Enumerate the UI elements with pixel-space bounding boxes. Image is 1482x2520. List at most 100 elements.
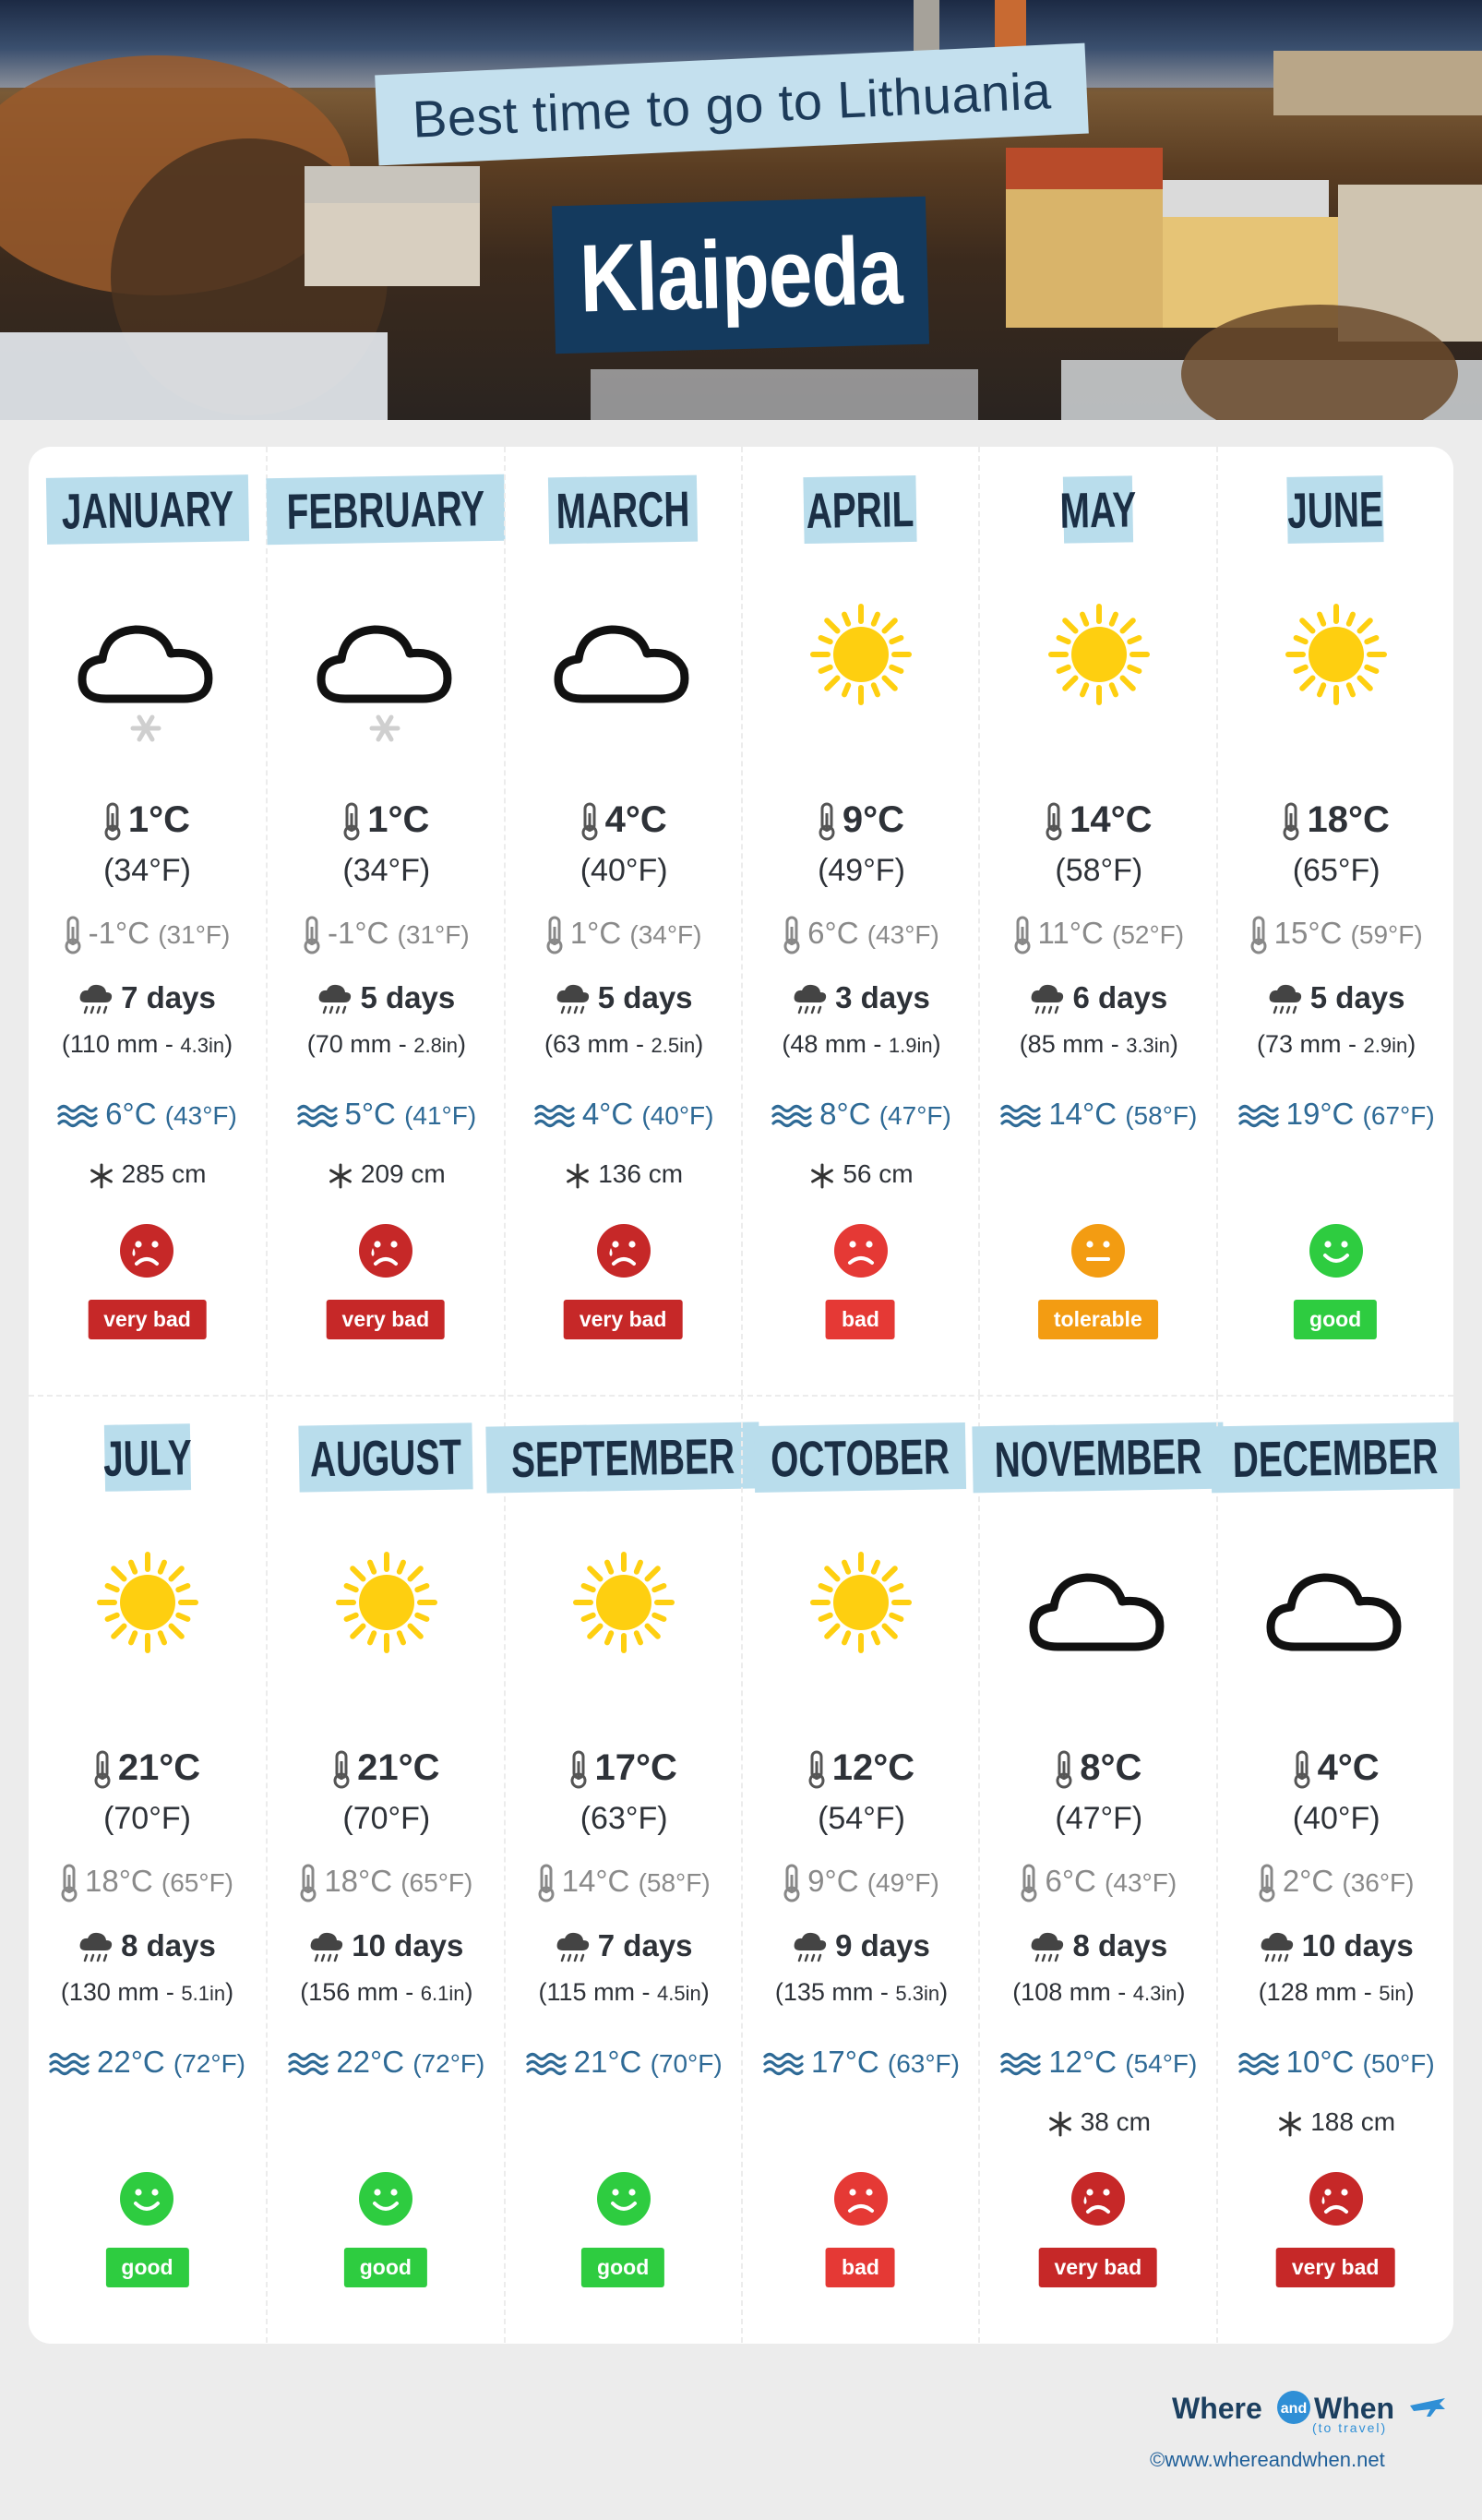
sea-waves-icon: [1000, 2053, 1041, 2076]
rain-days: 10 days: [268, 1928, 505, 1963]
cloud-icon: [1029, 1573, 1165, 1651]
sea-temperature: 21°C (70°F): [506, 2045, 743, 2080]
crying-face-icon: [1071, 2172, 1126, 2226]
thermometer-icon: [581, 802, 598, 841]
rain-days: 8 days: [980, 1928, 1217, 1963]
sea-temperature: 5°C (41°F): [268, 1097, 505, 1132]
rainfall-amount: (48 mm - 1.9in): [782, 1030, 941, 1058]
page-title: Klaipeda: [578, 216, 903, 333]
sea-temperature: 10°C (50°F): [1218, 2045, 1455, 2080]
snowflake-icon: [1048, 2111, 1071, 2137]
thermometer-icon: [819, 802, 835, 841]
rain-cloud-icon: [556, 985, 589, 1014]
where-and-when-logo: Where and When: [1172, 2391, 1445, 2425]
sea-waves-icon: [771, 1105, 812, 1128]
rating-face: [359, 1224, 413, 1278]
rain-cloud-icon: [310, 1933, 343, 1962]
max-temperature-f: (63°F): [580, 1801, 668, 1836]
rainfall-amount: (156 mm - 6.1in): [300, 1978, 473, 2006]
thermometer-icon: [1283, 802, 1299, 841]
rainfall-amount: (70 mm - 2.8in): [306, 1030, 466, 1058]
snow-depth: 56 cm: [743, 1159, 980, 1189]
month-label: JANUARY: [45, 474, 249, 545]
month-card-august: AUGUST 21°C (70°F) 18°C (65°F) 10 days (…: [266, 1395, 503, 2343]
rating-badge: good: [343, 2248, 427, 2287]
rainfall-amount: (128 mm - 5in): [1258, 1978, 1415, 2006]
max-temperature: 14°C: [980, 799, 1217, 841]
thermometer-icon: [94, 1750, 111, 1789]
rain-cloud-icon: [79, 1933, 113, 1962]
weather-icon: [29, 1552, 266, 1690]
thermometer-icon: [1294, 1750, 1310, 1789]
month-card-march: MARCH 4°C (40°F) 1°C (34°F) 5 days (63 m…: [503, 447, 743, 1395]
rain-cloud-icon: [1032, 985, 1064, 1014]
sea-waves-icon: [534, 1105, 575, 1128]
rain-cloud-icon: [79, 985, 113, 1014]
rating-badge: very bad: [88, 1300, 207, 1339]
crying-face-icon: [359, 1224, 413, 1278]
snow-depth: 285 cm: [29, 1159, 266, 1189]
city-banner: Klaipeda: [551, 196, 930, 354]
thermometer-icon: [1056, 1750, 1072, 1789]
rainfall-amount: (135 mm - 5.3in): [774, 1978, 949, 2006]
min-temperature: -1°C (31°F): [29, 916, 266, 954]
cloud-snow-icon: [78, 625, 212, 742]
rain-days: 10 days: [1218, 1928, 1455, 1963]
logo-word-and: and: [1281, 2401, 1307, 2417]
max-temperature-f: (34°F): [103, 853, 191, 888]
rain-days: 7 days: [29, 980, 266, 1015]
month-label: MARCH: [548, 474, 699, 545]
sea-waves-icon: [296, 1105, 338, 1128]
cloud-snow-icon: [317, 625, 452, 742]
rain-cloud-icon: [319, 985, 352, 1014]
max-temperature: 21°C: [29, 1747, 266, 1789]
rain-cloud-icon: [794, 1933, 827, 1962]
rain-days: 5 days: [268, 980, 505, 1015]
sea-temperature: 19°C (67°F): [1218, 1097, 1455, 1132]
smile-face-icon: [1309, 1224, 1363, 1278]
logo-subtitle: (to travel): [1312, 2420, 1388, 2435]
sea-temperature: 8°C (47°F): [743, 1097, 980, 1132]
max-temperature: 8°C: [980, 1747, 1217, 1789]
rainfall-amount: (115 mm - 4.5in): [538, 1978, 710, 2006]
max-temperature-f: (65°F): [1292, 853, 1380, 888]
rain-days: 5 days: [506, 980, 743, 1015]
crying-face-icon: [120, 1224, 173, 1278]
rating-face: [833, 1224, 888, 1278]
month-label: FEBRUARY: [266, 474, 506, 546]
min-temperature: 15°C (59°F): [1218, 916, 1455, 954]
rating-face: [1071, 1224, 1126, 1278]
rating-badge: very bad: [1038, 2248, 1158, 2287]
month-card-april: APRIL 9°C (49°F) 6°C (43°F) 3 days (48 m…: [740, 447, 980, 1395]
rating-badge: tolerable: [1037, 1300, 1158, 1339]
month-card-june: JUNE 18°C (65°F) 15°C (59°F) 5 days (73 …: [1215, 447, 1455, 1395]
thermometer-icon: [333, 1750, 350, 1789]
neutral-face-icon: [1071, 1224, 1126, 1278]
max-temperature: 1°C: [29, 799, 266, 841]
max-temperature-f: (54°F): [818, 1801, 905, 1836]
sea-waves-icon: [1238, 1105, 1279, 1128]
thermometer-icon: [538, 1864, 555, 1902]
month-card-july: JULY 21°C (70°F) 18°C (65°F) 8 days (130…: [29, 1395, 266, 2343]
rating-face: [120, 2172, 173, 2226]
thermometer-icon: [546, 916, 563, 954]
month-label: OCTOBER: [754, 1422, 967, 1493]
rating-face: [596, 1224, 651, 1278]
snowflake-icon: [811, 1163, 834, 1189]
month-label: JULY: [102, 1423, 192, 1492]
rain-cloud-icon: [1261, 1933, 1293, 1962]
rainfall-amount: (63 mm - 2.5in): [544, 1030, 704, 1058]
rating-face: [359, 2172, 413, 2226]
sun-icon: [96, 1552, 198, 1653]
sun-icon: [810, 604, 913, 705]
crying-face-icon: [596, 1224, 651, 1278]
max-temperature: 1°C: [268, 799, 505, 841]
rainfall-amount: (130 mm - 5.1in): [60, 1978, 234, 2006]
month-label: JUNE: [1286, 475, 1384, 544]
rainfall-amount: (108 mm - 4.3in): [1012, 1978, 1186, 2006]
rain-days: 7 days: [506, 1928, 743, 1963]
sea-waves-icon: [526, 2053, 567, 2076]
max-temperature: 4°C: [1218, 1747, 1455, 1789]
weather-icon: [1218, 1552, 1455, 1690]
sea-waves-icon: [1238, 2053, 1279, 2076]
